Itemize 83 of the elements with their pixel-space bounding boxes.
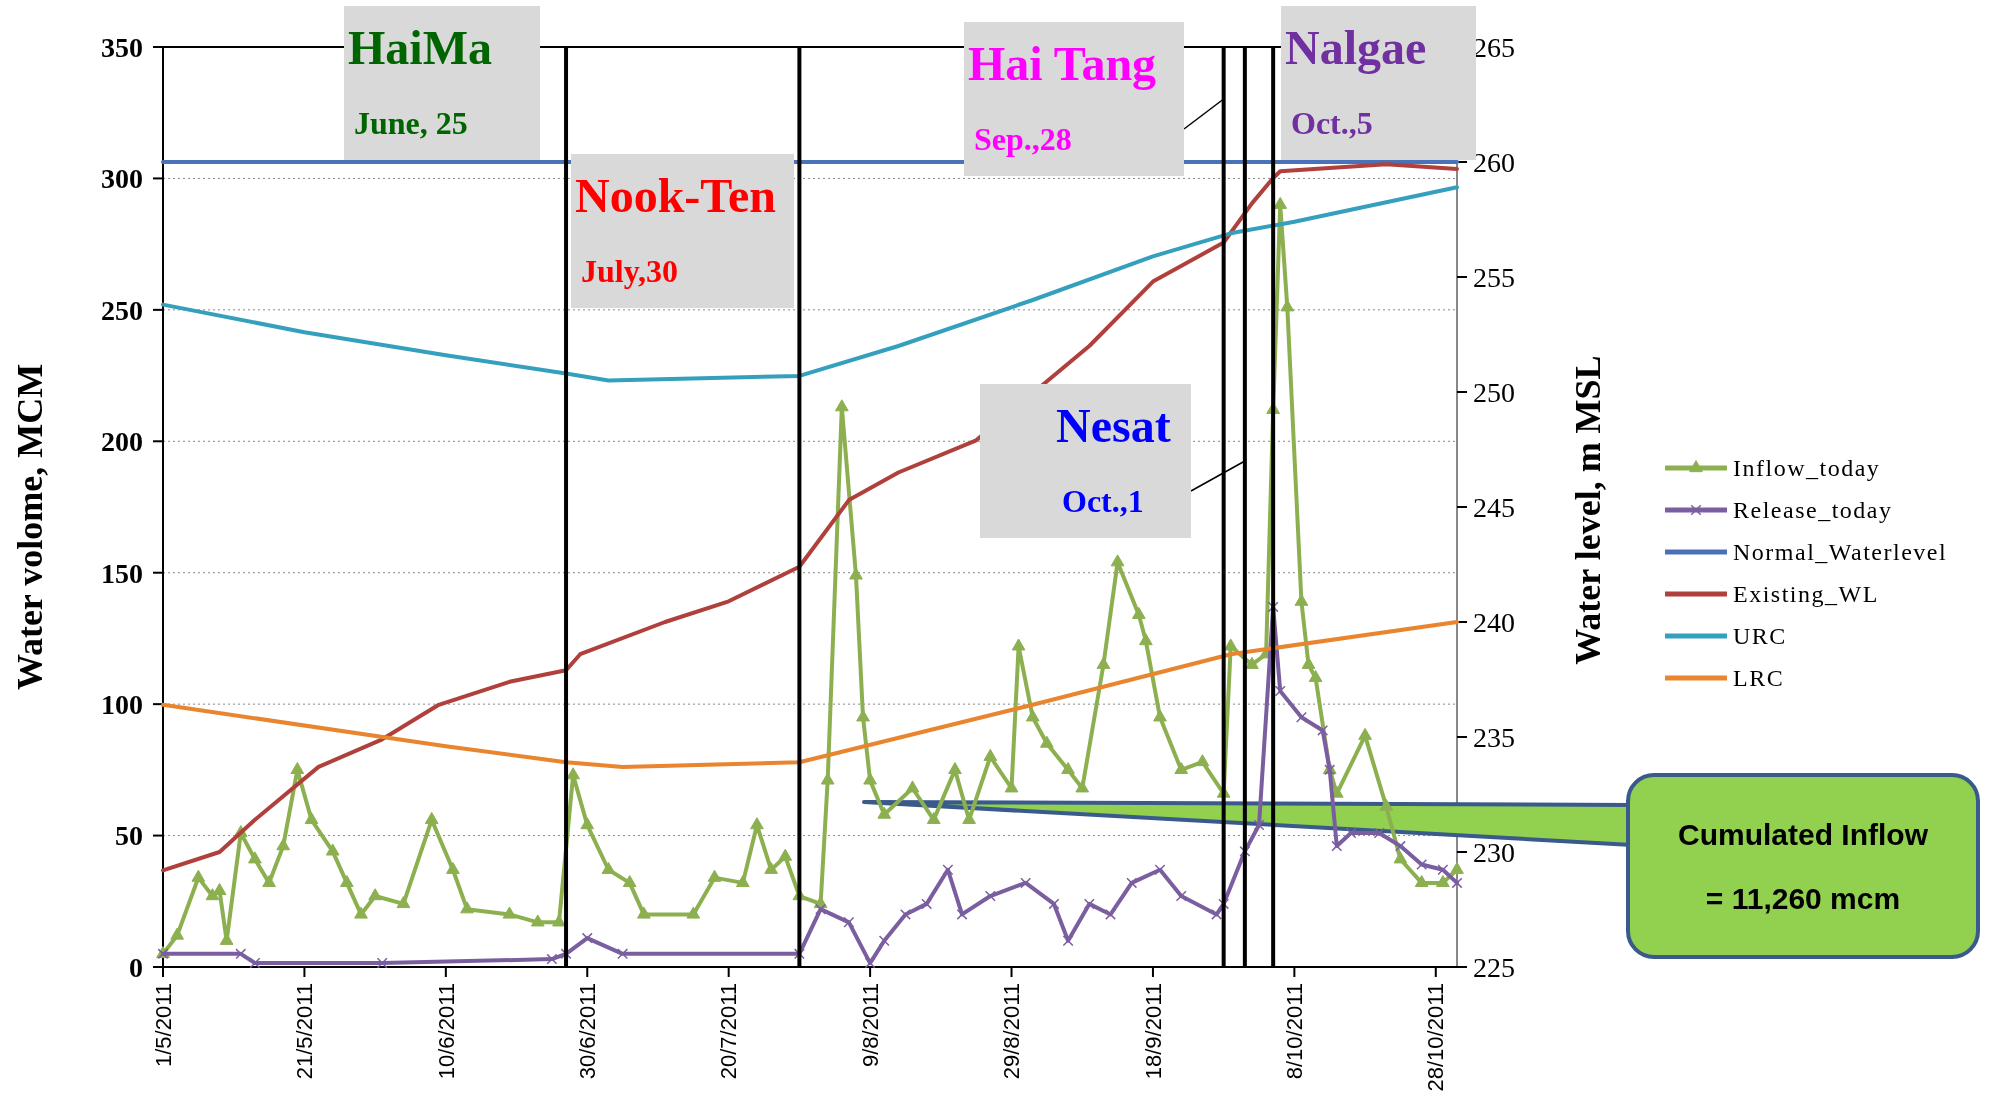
point <box>1267 601 1279 613</box>
y-tick-label: 150 <box>101 557 143 589</box>
y-axis-title: Water volome, MCM <box>10 363 50 691</box>
point <box>1274 685 1286 697</box>
point <box>376 957 388 969</box>
x-tick-label: 9/8/2011 <box>857 983 883 1068</box>
point <box>1253 819 1265 831</box>
ref-line-label: Nesat Oct.,1 <box>1056 399 1171 519</box>
y-tick-label: 250 <box>101 294 143 326</box>
legend-label: URC <box>1733 623 1787 650</box>
x-tick-label: 20/7/2011 <box>716 983 742 1080</box>
point <box>235 948 247 960</box>
x-tick-label: 30/6/2011 <box>574 983 600 1080</box>
point <box>1416 859 1428 870</box>
x-tick-label: 18/9/2011 <box>1140 983 1166 1080</box>
x-tick-label: 1/5/2011 <box>150 983 176 1068</box>
point <box>1345 827 1357 839</box>
y-tick-label: 200 <box>101 426 143 458</box>
point <box>1295 711 1307 723</box>
point <box>864 957 876 969</box>
point <box>617 948 629 960</box>
x-tick-label: 21/5/2011 <box>292 983 318 1080</box>
point <box>546 953 558 965</box>
y-tick-label: 50 <box>115 820 143 852</box>
point <box>1437 864 1449 876</box>
point <box>793 948 805 960</box>
legend-label: Existing_WL <box>1733 581 1879 608</box>
point <box>1048 898 1060 910</box>
point <box>1218 898 1230 910</box>
line-series <box>161 162 1459 873</box>
y2-tick-label: 225 <box>1473 951 1515 983</box>
point <box>1105 908 1116 920</box>
line-series <box>161 620 1459 769</box>
y2-tick-label: 240 <box>1473 606 1515 638</box>
y2-tick-label: 255 <box>1473 261 1515 293</box>
y2-tick-label: 250 <box>1473 376 1515 408</box>
y2-tick-label: 245 <box>1473 491 1515 523</box>
y2-tick-label: 265 <box>1473 31 1515 63</box>
x-tick-label: 8/10/2011 <box>1282 983 1308 1080</box>
ref-line-label: Nalgae Oct.,5 <box>1285 21 1427 141</box>
point <box>1451 877 1463 889</box>
point <box>581 932 593 944</box>
legend-label: LRC <box>1733 665 1785 692</box>
point <box>984 890 996 902</box>
y2-axis-title: Water level, m MSL <box>1568 355 1608 665</box>
point <box>249 957 261 969</box>
point <box>1373 827 1385 839</box>
point <box>1062 935 1074 947</box>
x-tick-label: 29/8/2011 <box>999 983 1025 1080</box>
y-tick-label: 300 <box>101 163 143 195</box>
point <box>921 898 933 910</box>
x-tick-label: 10/6/2011 <box>433 983 459 1080</box>
ref-line-label: HaiMa June, 25 <box>348 21 492 141</box>
point <box>1317 724 1329 736</box>
legend-label: Normal_Waterlevel <box>1733 539 1948 566</box>
ref-line-label: Nook-Ten July,30 <box>575 169 776 289</box>
y2-tick-label: 230 <box>1473 836 1515 868</box>
y2-tick-label: 235 <box>1473 721 1515 753</box>
x-tick-label: 28/10/2011 <box>1423 983 1449 1092</box>
text: Cumulated Inflow = 11,260 mcm <box>1678 818 1929 915</box>
point <box>1175 890 1187 902</box>
point <box>1239 845 1251 857</box>
point <box>942 864 954 876</box>
point <box>956 908 968 920</box>
point <box>843 916 855 928</box>
ref-line-label: Hai Tang Sep.,28 <box>968 37 1157 157</box>
point <box>1020 877 1032 889</box>
point <box>815 903 827 915</box>
point <box>1394 840 1406 852</box>
point <box>899 908 911 920</box>
point <box>1154 864 1166 876</box>
point <box>878 935 890 947</box>
point <box>1211 908 1223 920</box>
legend-label: Release_today <box>1733 497 1893 524</box>
point <box>560 948 572 960</box>
point <box>1331 840 1343 852</box>
legend-label: Inflow_today <box>1733 455 1881 482</box>
point <box>1083 898 1095 910</box>
point <box>1126 877 1138 889</box>
y-tick-label: 350 <box>101 31 143 63</box>
y2-tick-label: 260 <box>1473 146 1515 178</box>
y-tick-label: 100 <box>101 688 143 720</box>
y-tick-label: 0 <box>129 951 143 983</box>
